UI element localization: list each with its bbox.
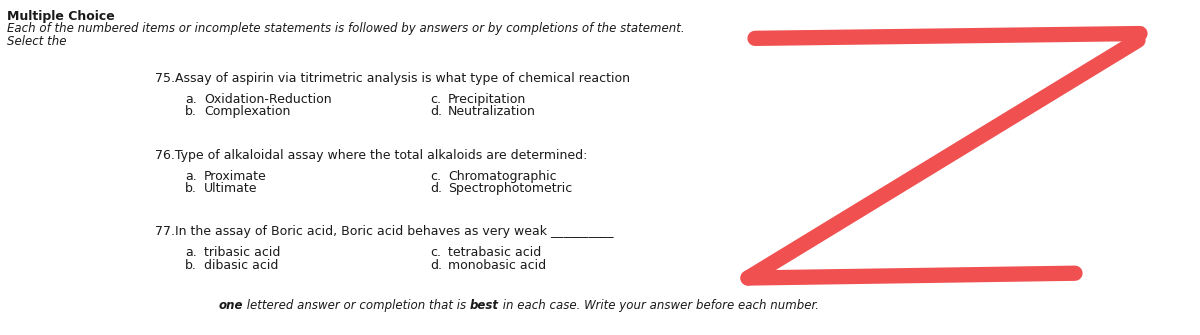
Text: 77.In the assay of Boric acid, Boric acid behaves as very weak __________: 77.In the assay of Boric acid, Boric aci… bbox=[155, 225, 613, 238]
Text: b.: b. bbox=[185, 182, 197, 195]
Text: in each case. Write your answer before each number.: in each case. Write your answer before e… bbox=[499, 299, 820, 312]
Text: Spectrophotometric: Spectrophotometric bbox=[448, 182, 572, 195]
Text: Each of the numbered items or incomplete statements is followed by answers or by: Each of the numbered items or incomplete… bbox=[7, 22, 685, 35]
Text: Chromatographic: Chromatographic bbox=[448, 170, 557, 183]
Text: Proximate: Proximate bbox=[204, 170, 266, 183]
Text: b.: b. bbox=[185, 106, 197, 119]
Text: a.: a. bbox=[185, 246, 197, 259]
Text: d.: d. bbox=[430, 259, 442, 272]
Text: lettered answer or completion that is: lettered answer or completion that is bbox=[244, 299, 470, 312]
Text: a.: a. bbox=[185, 93, 197, 106]
Text: best: best bbox=[470, 299, 499, 312]
Text: Oxidation-Reduction: Oxidation-Reduction bbox=[204, 93, 331, 106]
Text: tetrabasic acid: tetrabasic acid bbox=[448, 246, 541, 259]
Text: b.: b. bbox=[185, 259, 197, 272]
Text: c.: c. bbox=[430, 246, 442, 259]
Text: c.: c. bbox=[430, 170, 442, 183]
Text: Complexation: Complexation bbox=[204, 106, 290, 119]
Text: 76.Type of alkaloidal assay where the total alkaloids are determined:: 76.Type of alkaloidal assay where the to… bbox=[155, 149, 587, 161]
Text: d.: d. bbox=[430, 106, 442, 119]
Text: c.: c. bbox=[430, 93, 442, 106]
Text: 75.Assay of aspirin via titrimetric analysis is what type of chemical reaction: 75.Assay of aspirin via titrimetric anal… bbox=[155, 72, 630, 85]
Text: dibasic acid: dibasic acid bbox=[204, 259, 278, 272]
Text: Ultimate: Ultimate bbox=[204, 182, 258, 195]
Text: Multiple Choice: Multiple Choice bbox=[7, 10, 115, 22]
Text: monobasic acid: monobasic acid bbox=[448, 259, 546, 272]
Text: a.: a. bbox=[185, 170, 197, 183]
Text: Select the: Select the bbox=[7, 35, 71, 48]
Text: tribasic acid: tribasic acid bbox=[204, 246, 281, 259]
Text: Precipitation: Precipitation bbox=[448, 93, 527, 106]
Text: one: one bbox=[218, 299, 244, 312]
Text: Neutralization: Neutralization bbox=[448, 106, 536, 119]
Text: d.: d. bbox=[430, 182, 442, 195]
